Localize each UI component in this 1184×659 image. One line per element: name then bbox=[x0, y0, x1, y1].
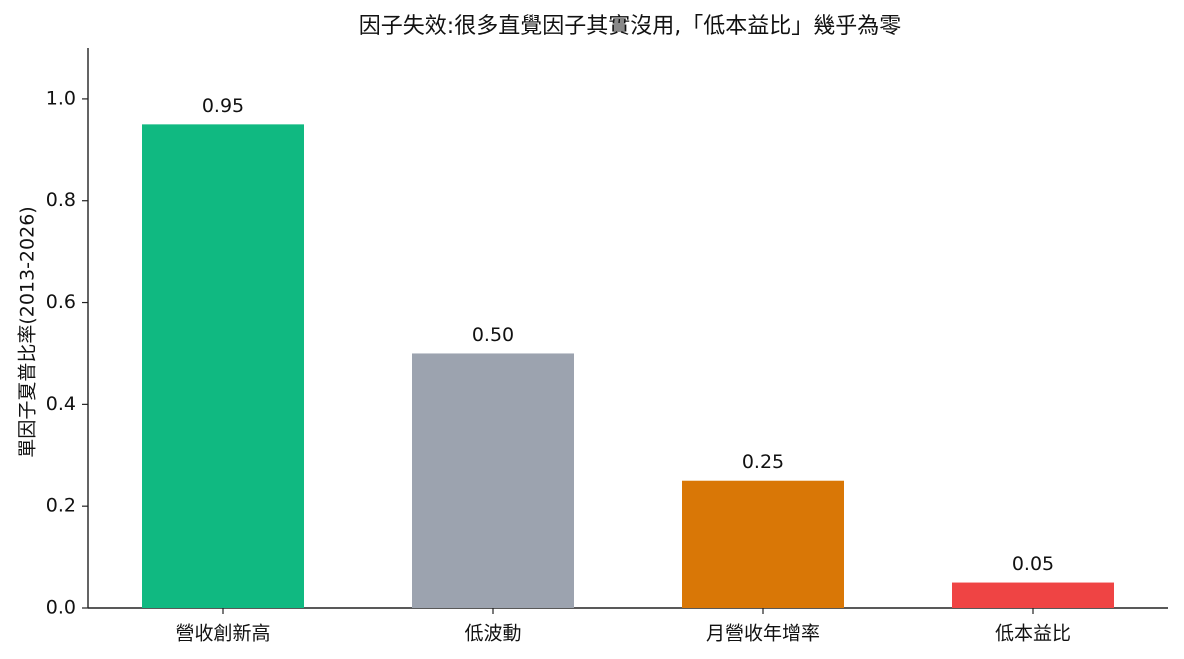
bar bbox=[412, 353, 574, 608]
value-label: 0.50 bbox=[472, 324, 514, 346]
y-tick-label: 0.4 bbox=[46, 393, 76, 415]
y-tick-label: 0.0 bbox=[46, 597, 76, 619]
value-label: 0.05 bbox=[1012, 553, 1054, 575]
x-tick-label: 營收創新高 bbox=[175, 623, 270, 645]
value-label: 0.25 bbox=[742, 451, 784, 473]
x-tick-label: 低波動 bbox=[464, 623, 521, 645]
y-tick-label: 0.6 bbox=[46, 291, 76, 313]
x-tick-label: 低本益比 bbox=[995, 623, 1071, 645]
bar bbox=[952, 582, 1114, 608]
y-tick-label: 0.2 bbox=[46, 495, 76, 517]
x-tick-label: 月營收年增率 bbox=[706, 623, 820, 645]
y-axis-label: 單因子夏普比率(2013-2026) bbox=[17, 206, 39, 457]
bar bbox=[142, 124, 304, 608]
bar bbox=[682, 480, 844, 608]
value-label: 0.95 bbox=[202, 95, 244, 117]
y-tick-label: 0.8 bbox=[46, 189, 76, 211]
y-tick-label: 1.0 bbox=[46, 87, 76, 109]
chart-title: 因子失效:很多直覺因子其實沒用,「低本益比」幾乎為零 bbox=[359, 14, 901, 39]
